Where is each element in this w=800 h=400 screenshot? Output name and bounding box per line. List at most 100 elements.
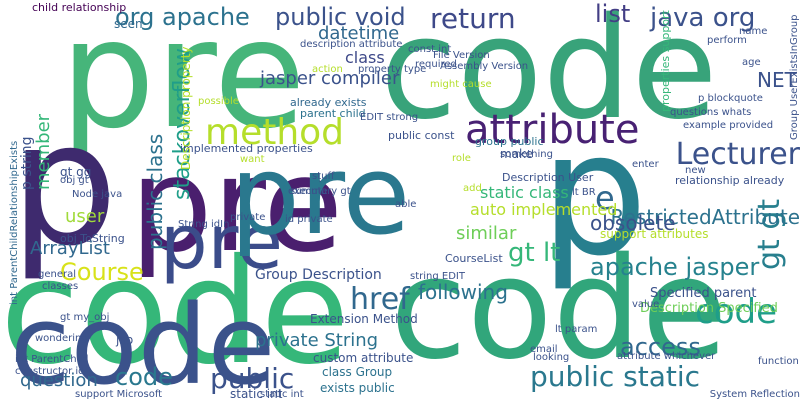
cloud-word: private (230, 212, 266, 223)
cloud-word: exists public (320, 381, 395, 395)
cloud-word: want (240, 154, 265, 165)
cloud-word: Specified parent (650, 286, 757, 301)
cloud-word: p (10, 86, 118, 284)
cloud-word: auto implemented (470, 200, 618, 219)
cloud-word: static class (480, 183, 569, 202)
cloud-word: p string (19, 136, 35, 190)
cloud-word: custom attribute (313, 351, 414, 365)
cloud-word: Node java (72, 189, 123, 200)
cloud-word: public (210, 362, 295, 395)
cloud-word: support attributes (600, 227, 709, 241)
cloud-word: properties support (659, 10, 672, 112)
cloud-word: lt BR (572, 187, 596, 198)
cloud-word: action (312, 64, 343, 75)
cloud-word: code (0, 228, 350, 397)
cloud-word: pre (230, 131, 411, 259)
cloud-word: seen (114, 17, 143, 31)
cloud-word: return (430, 2, 516, 35)
cloud-word: e (595, 179, 615, 217)
cloud-word: function (758, 356, 799, 367)
cloud-word: code (115, 363, 173, 391)
cloud-word: user (65, 206, 105, 227)
cloud-word: child relationship (32, 1, 127, 14)
cloud-word: code (390, 228, 728, 391)
cloud-word: email (530, 344, 558, 355)
cloud-word: apache jasper (590, 253, 760, 281)
cloud-word: already exists (290, 96, 367, 109)
cloud-word: public const (388, 129, 455, 142)
cloud-word: datetime (318, 23, 400, 44)
cloud-word: Group Description (255, 267, 382, 283)
cloud-word: Extension Method (310, 312, 418, 326)
cloud-word: method (205, 112, 345, 153)
cloud-word: static int (230, 387, 283, 400)
cloud-word: Description Specified (640, 301, 778, 316)
cloud-word: Group UserExistsInGroup (789, 14, 800, 140)
cloud-word: obsolete (590, 211, 676, 235)
cloud-word: CourseList (445, 252, 503, 265)
cloud-word: NET (757, 68, 797, 92)
cloud-word: string EDIT (410, 271, 465, 282)
cloud-word: obj ToString (60, 232, 125, 245)
cloud-word: int ParentChild (15, 354, 89, 365)
cloud-word: jsp (116, 333, 134, 347)
cloud-word: href (350, 282, 410, 317)
cloud-word: public void (275, 3, 406, 31)
cloud-word: class Group (322, 365, 393, 379)
cloud-word: role (452, 153, 471, 164)
cloud-word: possible (198, 96, 239, 107)
cloud-word: group public (475, 135, 544, 148)
cloud-word: access (620, 333, 701, 361)
cloud-word: able (395, 199, 417, 210)
cloud-word: attribute whichever (617, 351, 716, 362)
cloud-word: relationship already (675, 174, 785, 187)
cloud-word: RestrictedAttribute (610, 205, 800, 229)
cloud-word: might cause (430, 79, 492, 90)
cloud-word: example provided (683, 120, 774, 131)
cloud-word: Description property (179, 46, 193, 170)
cloud-word: attribute (465, 107, 640, 153)
cloud-word: ArrayList (30, 238, 110, 259)
cloud-word: parent child (300, 107, 366, 120)
cloud-word: pre (130, 129, 344, 281)
cloud-word: question (20, 370, 98, 391)
cloud-word: make (500, 147, 533, 161)
cloud-word: general (38, 269, 77, 280)
cloud-word: gt gg (60, 165, 92, 179)
cloud-word: System Reflection (709, 389, 800, 400)
cloud-word: implemented properties (180, 142, 313, 155)
cloud-word: wondering (35, 333, 88, 344)
cloud-word: support Microsoft (75, 389, 163, 400)
cloud-word: code (695, 292, 777, 332)
cloud-word: static int (260, 389, 304, 400)
cloud-word: stuff (312, 171, 335, 182)
cloud-word: public static (530, 360, 701, 393)
cloud-word: Course (60, 258, 144, 286)
cloud-word: code (380, 0, 718, 151)
cloud-word: lt param (555, 324, 598, 335)
cloud-word: Assembly Version (440, 61, 529, 72)
cloud-word: constructor id (15, 366, 85, 377)
cloud-word: summary gt (290, 186, 351, 197)
cloud-word: description attribute (300, 39, 403, 50)
cloud-word: org apache (115, 3, 250, 31)
cloud-word: p blockquote (698, 93, 763, 104)
cloud-word: Description User (502, 171, 594, 184)
cloud-word: String idIn (178, 219, 230, 230)
cloud-word: private String (255, 330, 379, 351)
cloud-word: perform (707, 35, 747, 46)
cloud-word: add (463, 183, 482, 194)
cloud-word: int ParentChildRelationshipExists (9, 140, 20, 305)
cloud-word: Lecturer (675, 137, 800, 172)
cloud-word: execute (288, 186, 328, 197)
cloud-word: value (632, 299, 660, 310)
cloud-word: pre (160, 198, 283, 286)
cloud-word: code (10, 281, 276, 400)
cloud-word: enter (632, 159, 659, 170)
cloud-word: java org (650, 3, 756, 33)
cloud-word: similar (456, 223, 517, 244)
cloud-word: public class (143, 133, 167, 250)
cloud-word: questions whats (670, 107, 752, 118)
cloud-word: classes (42, 281, 79, 292)
